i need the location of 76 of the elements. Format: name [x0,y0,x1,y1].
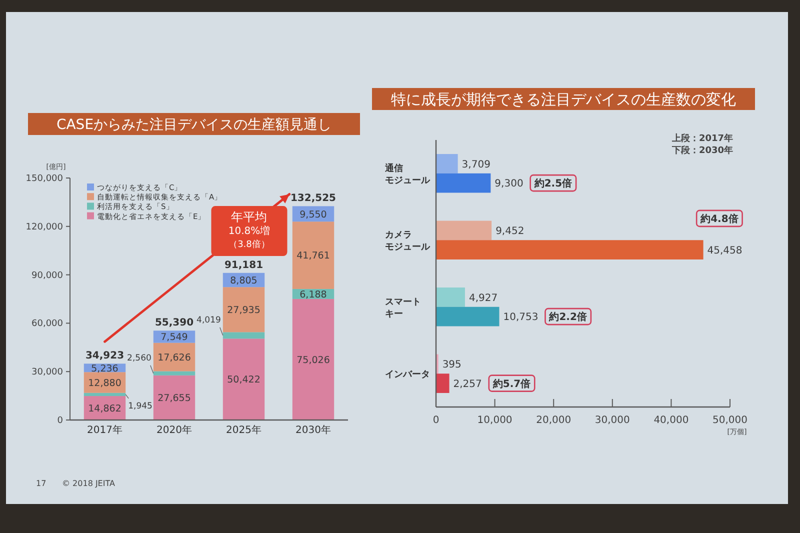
data-label: 5,236 [91,363,118,374]
bar [436,240,704,260]
data-label: 9,300 [494,178,524,190]
y-tick-label: 120,000 [26,222,64,232]
y-tick-label: インバータ [385,369,430,380]
annotation: 約2.2倍 [548,311,587,324]
y-tick-label: 60,000 [32,319,64,330]
x-tick-label: 0 [432,415,440,426]
bar [436,173,491,193]
annotation: 下段：2030年 [671,145,734,156]
data-label: 395 [442,360,462,371]
bar [222,338,265,420]
data-label: 4,019 [196,315,221,326]
bar [436,288,465,307]
bar [436,374,450,393]
y-tick-label: 通信モジュール [384,162,431,186]
annotation: 上段：2017年 [671,133,734,144]
x-tick-label: 10,000 [477,415,512,426]
x-tick-label: 2025年 [226,424,262,436]
y-tick-label: スマートキー [385,297,421,320]
bar [436,154,458,174]
bar [436,220,492,240]
bar [292,298,334,420]
y-tick-label: カメラモジュール [385,230,431,253]
data-label: 3,709 [462,159,490,170]
y-tick-label: 30,000 [32,368,64,378]
chart-title: 特に成長が期待できる注目デバイスの生産数の変化 [391,90,736,108]
annotation: 年平均 [231,210,268,224]
x-tick-label: 40,000 [654,415,689,426]
data-label: 27,655 [158,393,191,404]
annotation: 10.8%増 [228,225,270,238]
bar [222,287,265,332]
bar [292,222,334,289]
bar [153,342,196,372]
bar [153,375,196,420]
data-label: 41,761 [296,250,330,262]
annotation: 約5.7倍 [492,378,531,390]
data-label: 45,458 [707,245,742,256]
data-label: 6,188 [300,289,327,300]
bar [84,392,126,396]
data-label: 14,862 [88,403,122,414]
data-label: 2,257 [453,378,482,390]
data-label: 50,422 [227,374,260,386]
y-tick-label: 90,000 [32,270,64,281]
x-tick-label: 2017年 [87,424,122,436]
y-tick-label: 150,000 [26,174,64,184]
data-label: 4,927 [468,292,498,304]
data-label: 10,753 [503,312,538,324]
total-label: 55,390 [154,318,194,329]
x-tick-label: 20,000 [536,415,572,426]
text: 17 [36,479,46,488]
x-tick-label: 30,000 [594,415,630,426]
bar [436,306,500,326]
data-label: 1,945 [128,401,152,412]
x-tick-label: 50,000 [712,415,748,426]
data-label: 2,560 [127,353,152,364]
data-label: 7,549 [160,332,188,344]
text: © 2018 JEITA [62,479,116,488]
total-label: 91,181 [224,260,264,271]
data-label: 75,026 [296,354,330,366]
data-label: 27,935 [227,305,260,316]
annotation: （3.8倍） [228,239,270,250]
total-label: 34,923 [85,350,124,362]
annotation: 約4.8倍 [700,213,738,226]
annotation: 約2.5倍 [533,178,572,190]
x-tick-label: 2030年 [296,424,331,436]
data-label: 8,805 [230,275,258,286]
total-label: 132,525 [290,193,336,204]
bar [222,332,265,339]
data-label: 9,550 [300,209,327,220]
bar [153,371,196,376]
x-tick-label: 2020年 [156,424,192,436]
chart-title: CASEからみた注目デバイスの生産額見通し [56,117,332,134]
data-label: 9,452 [496,226,524,238]
data-label: 17,626 [158,352,191,364]
data-label: 12,880 [88,378,122,389]
